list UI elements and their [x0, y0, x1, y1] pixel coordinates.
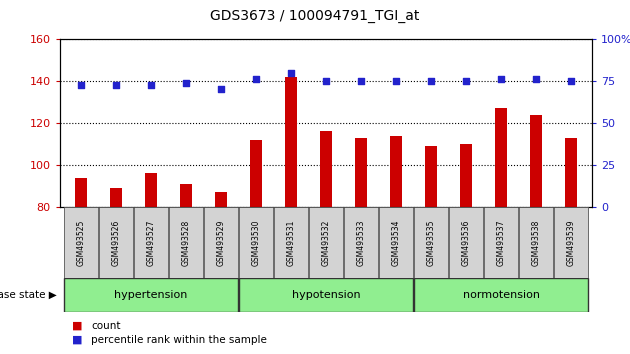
Text: normotension: normotension — [462, 290, 540, 300]
Text: hypertension: hypertension — [114, 290, 188, 300]
Bar — [134, 207, 168, 278]
Bar — [285, 77, 297, 207]
Text: GSM493536: GSM493536 — [462, 219, 471, 266]
Point — [496, 76, 506, 82]
Point — [356, 78, 366, 84]
Text: hypotension: hypotension — [292, 290, 360, 300]
Bar — [309, 207, 343, 278]
Point — [181, 80, 191, 86]
Text: disease state ▶: disease state ▶ — [0, 290, 57, 300]
Point — [76, 82, 86, 88]
Bar — [425, 146, 437, 207]
Text: GSM493534: GSM493534 — [392, 219, 401, 266]
Point — [286, 70, 296, 75]
Text: ■: ■ — [72, 321, 83, 331]
Bar — [239, 207, 273, 278]
Text: GSM493527: GSM493527 — [146, 219, 156, 266]
Bar — [344, 207, 378, 278]
Bar — [64, 207, 98, 278]
Bar — [320, 131, 332, 207]
Bar — [204, 207, 238, 278]
Text: GSM493539: GSM493539 — [567, 219, 576, 266]
Point — [321, 78, 331, 84]
Point — [146, 82, 156, 88]
Point — [426, 78, 436, 84]
Bar — [554, 207, 588, 278]
Point — [461, 78, 471, 84]
Text: GDS3673 / 100094791_TGI_at: GDS3673 / 100094791_TGI_at — [210, 9, 420, 23]
Bar — [415, 278, 588, 312]
Bar — [99, 207, 133, 278]
Bar — [519, 207, 553, 278]
Bar — [460, 144, 472, 207]
Text: GSM493535: GSM493535 — [427, 219, 435, 266]
Text: ■: ■ — [72, 335, 83, 345]
Bar — [110, 188, 122, 207]
Bar — [449, 207, 483, 278]
Text: GSM493531: GSM493531 — [287, 219, 295, 266]
Bar — [239, 278, 413, 312]
Point — [531, 76, 541, 82]
Bar — [355, 138, 367, 207]
Text: GSM493530: GSM493530 — [251, 219, 260, 266]
Text: GSM493525: GSM493525 — [76, 219, 85, 266]
Text: GSM493529: GSM493529 — [217, 219, 226, 266]
Bar — [169, 207, 203, 278]
Bar — [64, 278, 238, 312]
Bar — [530, 115, 542, 207]
Bar — [145, 173, 157, 207]
Text: count: count — [91, 321, 121, 331]
Text: GSM493526: GSM493526 — [112, 219, 120, 266]
Text: GSM493537: GSM493537 — [496, 219, 506, 266]
Bar — [390, 136, 402, 207]
Bar — [415, 207, 448, 278]
Point — [391, 78, 401, 84]
Point — [566, 78, 576, 84]
Text: percentile rank within the sample: percentile rank within the sample — [91, 335, 267, 345]
Bar — [565, 138, 577, 207]
Point — [251, 76, 261, 82]
Bar — [215, 192, 227, 207]
Bar — [379, 207, 413, 278]
Point — [111, 82, 121, 88]
Text: GSM493528: GSM493528 — [181, 219, 190, 266]
Bar — [495, 108, 507, 207]
Text: GSM493532: GSM493532 — [321, 219, 331, 266]
Point — [216, 87, 226, 92]
Bar — [180, 184, 192, 207]
Text: GSM493533: GSM493533 — [357, 219, 365, 266]
Bar — [75, 178, 87, 207]
Text: GSM493538: GSM493538 — [532, 219, 541, 266]
Bar — [484, 207, 518, 278]
Bar — [250, 140, 262, 207]
Bar — [274, 207, 308, 278]
